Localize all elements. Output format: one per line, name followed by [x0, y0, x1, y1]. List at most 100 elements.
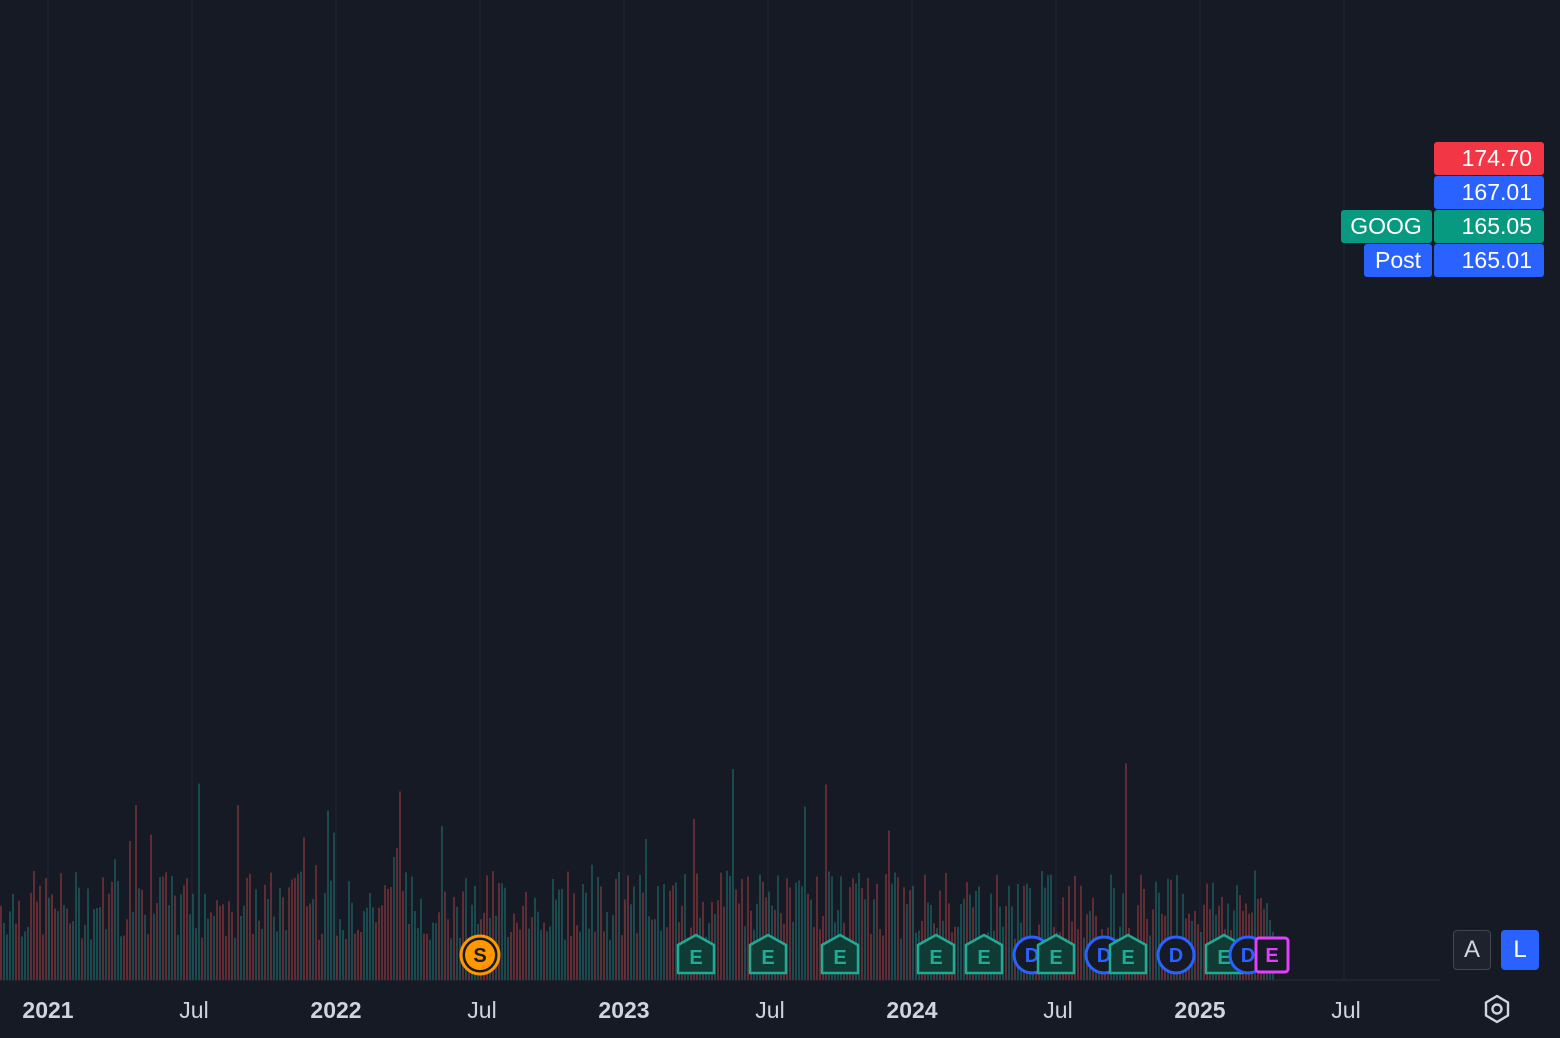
volume-bar: [300, 871, 302, 980]
volume-bar: [915, 932, 917, 980]
volume-bar: [255, 889, 257, 980]
volume-bar: [426, 933, 428, 980]
volume-bar: [267, 899, 269, 980]
volume-bar: [378, 907, 380, 980]
log-scale-button[interactable]: L: [1501, 930, 1539, 970]
volume-bar: [561, 889, 563, 980]
volume-bar: [588, 928, 590, 980]
volume-bar: [1110, 874, 1112, 980]
volume-bar: [870, 934, 872, 980]
volume-bar: [696, 873, 698, 980]
volume-bar: [441, 826, 443, 980]
volume-bar: [975, 890, 977, 980]
volume-bar: [1152, 909, 1154, 980]
x-tick-label: Jul: [1043, 997, 1072, 1023]
volume-bar: [1167, 878, 1169, 980]
price-line-tag-bg: [1434, 176, 1544, 209]
volume-bar: [231, 911, 233, 980]
volume-bar: [1158, 892, 1160, 980]
volume-bar: [228, 901, 230, 980]
volume-bar: [816, 876, 818, 980]
volume-bar: [0, 905, 2, 980]
volume-bar: [894, 872, 896, 980]
volume-bar: [546, 931, 548, 980]
auto-scale-button[interactable]: A: [1453, 930, 1491, 970]
volume-bar: [288, 887, 290, 980]
volume-bar: [120, 936, 122, 980]
volume-bar: [201, 937, 203, 980]
volume-bar: [90, 939, 92, 980]
volume-bar: [486, 875, 488, 980]
volume-bar: [279, 887, 281, 980]
volume-bar: [240, 915, 242, 980]
volume-bar: [957, 926, 959, 980]
earnings-marker: [676, 933, 716, 975]
volume-bar: [318, 939, 320, 980]
price-line-tag-value: 167.01: [1462, 179, 1532, 205]
volume-bar: [558, 889, 560, 980]
volume-bar: [990, 893, 992, 980]
volume-bar: [1197, 924, 1199, 980]
volume-bar: [813, 926, 815, 980]
volume-bar: [177, 934, 179, 980]
gear-icon[interactable]: [1480, 992, 1514, 1026]
volume-bar: [525, 891, 527, 980]
volume-bar: [27, 926, 29, 980]
volume-bar: [297, 873, 299, 980]
volume-bar: [873, 899, 875, 980]
x-tick-label: 2022: [310, 997, 361, 1023]
volume-bar: [1041, 871, 1043, 980]
volume-bar: [759, 874, 761, 980]
volume-bar: [903, 887, 905, 980]
volume-bar: [585, 892, 587, 980]
volume-bar: [648, 916, 650, 980]
volume-bar: [258, 920, 260, 980]
upcoming-earnings-label: E: [1265, 945, 1278, 967]
volume-bar: [819, 929, 821, 980]
volume-bar: [747, 876, 749, 980]
volume-bar: [183, 885, 185, 980]
volume-bar: [1005, 906, 1007, 980]
volume-bar: [675, 882, 677, 980]
volume-bar: [1236, 885, 1238, 980]
volume-bar: [81, 938, 83, 980]
volume-bar: [888, 830, 890, 980]
volume-bar: [501, 883, 503, 980]
price-tags: 174.70 167.01 GOOG 165.05 Post 165.01: [1341, 142, 1544, 277]
volume-bar: [855, 883, 857, 980]
volume-bar: [225, 935, 227, 980]
volume-bar: [333, 832, 335, 980]
volume-bar: [45, 878, 47, 980]
volume-bar: [192, 893, 194, 980]
volume-bar: [102, 877, 104, 980]
volume-bar: [831, 876, 833, 980]
volume-bar: [594, 931, 596, 980]
volume-bar: [447, 919, 449, 980]
upcoming-earnings-marker: [1254, 936, 1290, 974]
volume-bar: [78, 887, 80, 980]
split-marker-label: S: [473, 945, 486, 967]
volume-bar: [162, 876, 164, 980]
volume-bar: [396, 848, 398, 980]
x-axis[interactable]: 2021 Jul 2022 Jul 2023 Jul 2024 Jul 2025 Jul: [22, 997, 1360, 1023]
earnings-marker-label: E: [761, 947, 774, 969]
volume-bar: [1125, 763, 1127, 980]
volume-bar: [108, 893, 110, 980]
volume-bar: [420, 898, 422, 980]
dividend-marker-label: D: [1169, 945, 1183, 967]
volume-bar: [1050, 874, 1052, 980]
volume-bar: [741, 878, 743, 980]
symbol-tag: GOOG: [1350, 213, 1422, 239]
volume-bar: [285, 930, 287, 980]
x-tick-label: 2023: [598, 997, 649, 1023]
volume-bar: [144, 914, 146, 980]
volume-bar: [60, 873, 62, 980]
volume-bar: [405, 872, 407, 980]
volume-bar: [42, 934, 44, 980]
dividend-marker-label: D: [1025, 945, 1039, 967]
volume-bar: [246, 877, 248, 980]
volume-bar: [1044, 887, 1046, 980]
volume-bar: [552, 878, 554, 980]
